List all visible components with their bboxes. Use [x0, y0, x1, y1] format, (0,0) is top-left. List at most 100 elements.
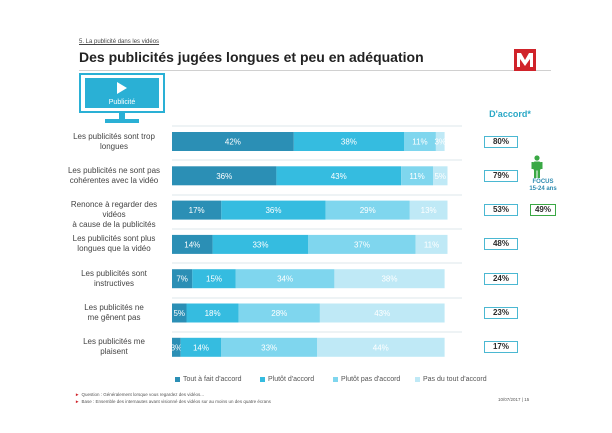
bar-value-label: 3% [434, 138, 446, 147]
bar-segment [180, 337, 222, 357]
legend-swatch [333, 376, 338, 382]
person-icon [531, 155, 543, 178]
bar-segment [238, 303, 320, 323]
bar-segment [293, 132, 404, 151]
legend-item: Tout à fait d'accord [175, 376, 242, 383]
daccord-header: D'accord* [489, 109, 531, 119]
bar-value-label: 37% [354, 240, 370, 249]
legend-item: Plutôt d'accord [260, 376, 314, 383]
focus-value-box: 49% [530, 204, 556, 216]
bar-value-label: 11% [412, 138, 427, 147]
row-label: Les publicités sont plus longues que la v… [62, 234, 166, 254]
bar-segment [172, 166, 277, 186]
bar-value-label: 17% [189, 206, 205, 215]
row-label: Renonce à regarder des vidéos à cause de … [62, 200, 166, 230]
bar-value-label: 5% [173, 309, 185, 318]
agreement-total-box: 48% [484, 238, 518, 251]
legend-item: Plutôt pas d'accord [333, 376, 400, 383]
row-label-line: Les publicités sont [81, 268, 147, 278]
agreement-total-box: 17% [484, 341, 518, 354]
bar-value-label: 29% [360, 206, 376, 215]
row-label-line: Les publicités ne sont pas [67, 165, 161, 175]
bar-value-label: 42% [225, 138, 241, 147]
bar-value-label: 14% [184, 240, 200, 249]
bar-segment [401, 166, 433, 186]
row-label-line: cohérentes avec la vidéo [69, 175, 159, 185]
bar-value-label: 18% [205, 309, 221, 318]
row-band [172, 262, 462, 265]
row-label-line: Les publicités ne [84, 303, 144, 312]
legend-label: Plutôt d'accord [268, 376, 315, 383]
bar-segment [172, 337, 181, 357]
row-label-line: longues que la vidéo [77, 244, 151, 254]
bar-segment [172, 269, 193, 289]
legend-item: Pas du tout d'accord [415, 376, 487, 383]
row-label: Les publicités ne sont pas cohérentes ave… [62, 166, 166, 186]
legend-swatch [175, 376, 180, 382]
row-band [172, 193, 462, 196]
row-band [172, 330, 462, 333]
legend-label: Pas du tout d'accord [423, 376, 487, 383]
page-title: Des publicités jugées longues et peu en … [79, 49, 424, 65]
bar-segment [172, 234, 213, 254]
row-label: Les publicités ne me gênent pas [62, 303, 166, 323]
agreement-total-box: 79% [484, 169, 518, 182]
bar-segment [435, 132, 445, 151]
bar-value-label: 11% [424, 240, 439, 249]
bar-value-label: 38% [341, 138, 357, 147]
bar-segment [308, 234, 416, 254]
legend-label: Plutôt pas d'accord [341, 376, 401, 383]
bar-segment [325, 200, 410, 220]
agreement-total-box: 53% [484, 204, 518, 217]
bar-value-label: 44% [373, 343, 389, 352]
bar-value-label: 15% [206, 275, 222, 284]
row-label: Les publicités sont instructives [62, 269, 166, 289]
bar-segment [409, 200, 448, 220]
bar-segment [319, 303, 445, 323]
bar-segment [192, 269, 236, 289]
bar-segment [276, 166, 402, 186]
bar-value-label: 7% [176, 275, 188, 284]
bar-value-label: 11% [409, 172, 424, 181]
bar-value-label: 33% [261, 343, 277, 352]
footnote-question-text: Question : Généralement lorsque vous reg… [81, 392, 205, 397]
bar-segment [212, 234, 309, 254]
bar-segment [235, 269, 335, 289]
bar-value-label: 33% [252, 240, 268, 249]
row-band [172, 296, 462, 299]
bar-value-label: 5% [434, 172, 446, 181]
bar-segment [317, 337, 445, 357]
bar-segment [172, 200, 222, 220]
row-label: Les publicités me plaisent [62, 337, 166, 357]
row-label-line: Les publicités me [83, 337, 145, 347]
bar-segment [221, 337, 317, 357]
monitor-icon: Publicité [79, 73, 165, 123]
legend-label: Tout à fait d'accord [183, 376, 242, 383]
bar-segment [334, 269, 445, 289]
footnote-question: ► Question : Généralement lorsque vous re… [75, 392, 204, 397]
bar-segment [221, 200, 326, 220]
row-label: Les publicités sont trop longues [62, 132, 166, 152]
bar-value-label: 43% [374, 309, 390, 318]
row-label-line: plaisent [100, 347, 128, 357]
row-label-line: Renonce à regarder des vidéos [70, 200, 158, 220]
legend-swatch [260, 376, 265, 382]
bar-value-label: 14% [193, 343, 209, 352]
bar-segment [415, 234, 448, 254]
bar-value-label: 36% [216, 172, 232, 181]
arrow-right-icon: ► [75, 399, 80, 404]
bar-value-label: 3% [171, 343, 183, 352]
row-label-line: Les publicités sont plus [72, 234, 156, 244]
bar-segment [433, 166, 448, 186]
bar-value-label: 28% [271, 309, 287, 318]
bar-value-label: 43% [331, 172, 347, 181]
bar-segment [172, 303, 187, 323]
row-label-line: instructives [93, 278, 134, 288]
row-label-line: longues [99, 141, 129, 151]
bar-value-label: 13% [421, 206, 437, 215]
row-band [172, 125, 462, 127]
row-label-line: à cause de la publicités [72, 220, 156, 230]
focus-age-range: 15-24 ans [529, 186, 557, 192]
brand-logo-icon [514, 49, 536, 71]
